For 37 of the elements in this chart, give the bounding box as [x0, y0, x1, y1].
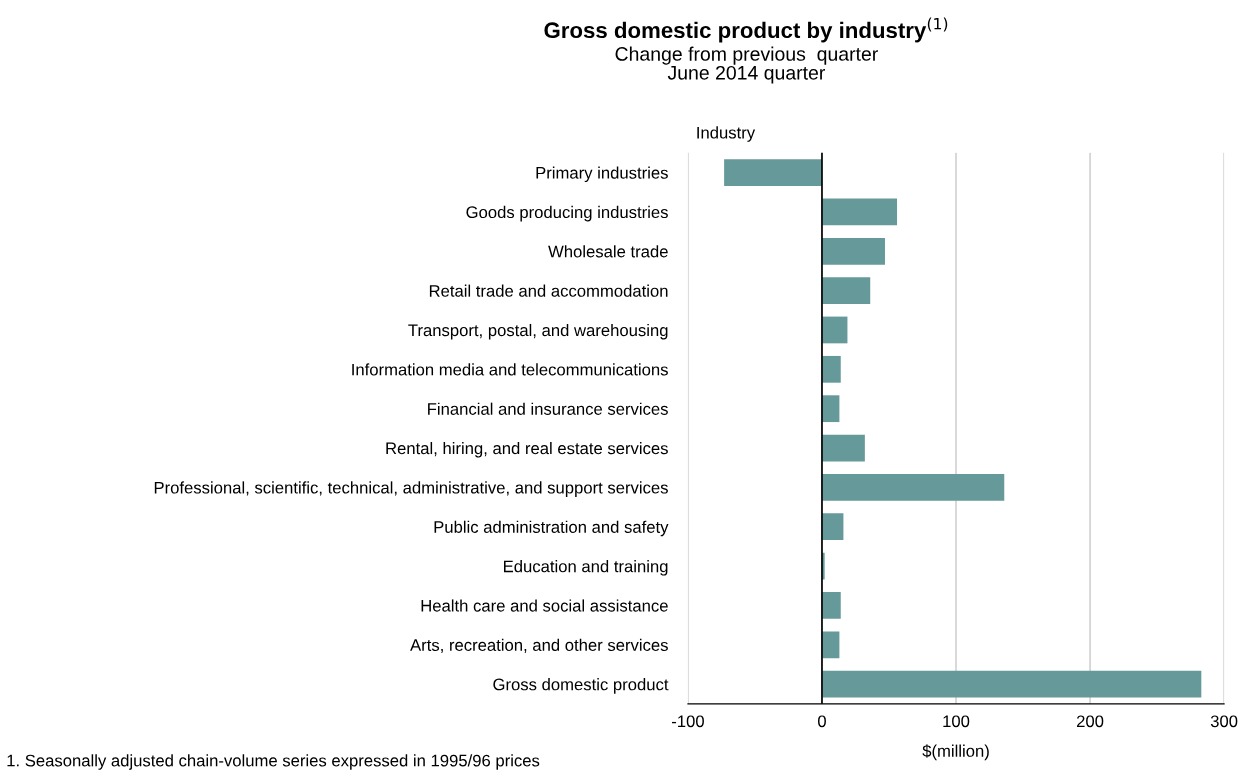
y-tick-label: Wholesale trade	[548, 245, 668, 258]
y-tick-label: Retail trade and accommodation	[429, 284, 668, 297]
y-tick-label: Gross domestic product	[493, 678, 669, 694]
bar	[821, 316, 848, 344]
y-tick-label: Information media and telecommunications	[352, 363, 668, 376]
bar	[821, 434, 865, 462]
chart-title: Gross domestic product by industry$^{(1)}$	[544, 17, 948, 43]
bar	[821, 513, 844, 541]
x-tick-label: -100	[671, 715, 704, 728]
y-tick-label: Arts, recreation, and other services	[410, 638, 668, 653]
y-tick-label: Goods producing industries	[466, 205, 668, 222]
y-tick-label: Public administration and safety	[434, 520, 669, 537]
text: 1. Seasonally adjusted chain-volume series expressed in 1995/96 prices	[7, 754, 540, 770]
y-tick-label: Professional, scientific, technical, administrative, and support services	[154, 481, 668, 497]
bar	[821, 395, 840, 423]
bar	[821, 592, 841, 619]
y-tick-label: Health care and social assistance	[421, 599, 668, 612]
y-tick-label: Education and training	[504, 560, 668, 576]
x-tick-label: 300	[1210, 715, 1238, 728]
bar	[821, 670, 1202, 698]
bar	[821, 198, 898, 226]
x-tick-label: 0	[817, 715, 826, 728]
bar	[821, 237, 885, 265]
y-tick-label: Primary industries	[536, 166, 668, 183]
x-tick-label: 200	[1076, 715, 1104, 728]
bar	[821, 355, 841, 383]
chart-subtitle: Change from previous quarter June 2014 quarter	[615, 46, 878, 84]
y-axis-title: Industry	[697, 126, 756, 142]
bar	[821, 277, 871, 304]
y-tick-label: Rental, hiring, and real estate services	[386, 441, 668, 458]
bar	[821, 474, 1005, 501]
bar	[821, 631, 840, 659]
bar	[724, 159, 822, 186]
y-tick-label: Transport, postal, and warehousing	[408, 323, 668, 340]
x-tick-label: 100	[943, 715, 970, 728]
y-tick-label: Financial and insurance services	[428, 402, 668, 415]
x-axis-title: $(million)	[922, 744, 989, 761]
